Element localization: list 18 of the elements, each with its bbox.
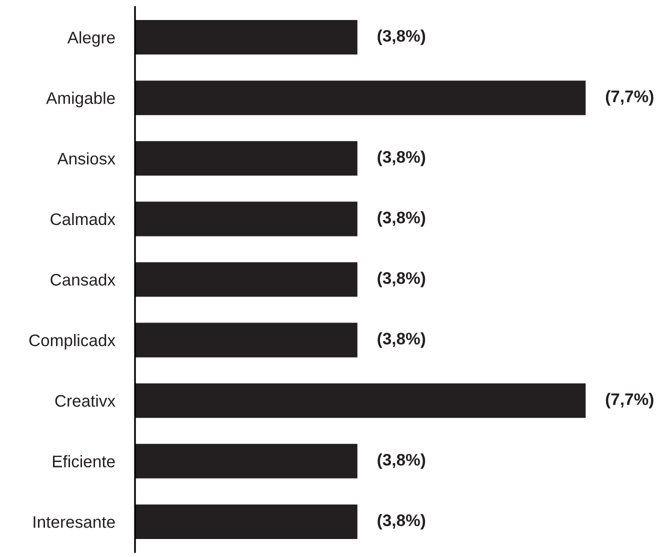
y-tick-label: Cansadx	[50, 273, 116, 286]
y-tick-label: Ansiosx	[57, 152, 116, 165]
y-tick-label: Creativx	[55, 394, 116, 407]
data-label: (3,8%)	[378, 30, 426, 46]
data-label: (7,7%)	[606, 90, 654, 106]
data-label: (3,8%)	[378, 514, 426, 530]
data-label: (3,8%)	[378, 332, 426, 348]
y-tick-label: Interesante	[34, 516, 115, 528]
y-tick-label: Alegre	[67, 31, 115, 47]
data-label: (3,8%)	[378, 211, 426, 227]
data-label: (3,8%)	[378, 272, 426, 288]
y-tick-label: Eficiente	[53, 455, 115, 468]
data-label: (3,8%)	[378, 453, 426, 469]
data-label: (3,8%)	[378, 150, 426, 166]
data-label: (7,7%)	[606, 392, 654, 408]
y-tick-label: Complicadx	[29, 334, 116, 350]
y-tick-label: Amigable	[46, 92, 115, 108]
y-tick-label: Calmadx	[50, 212, 116, 226]
